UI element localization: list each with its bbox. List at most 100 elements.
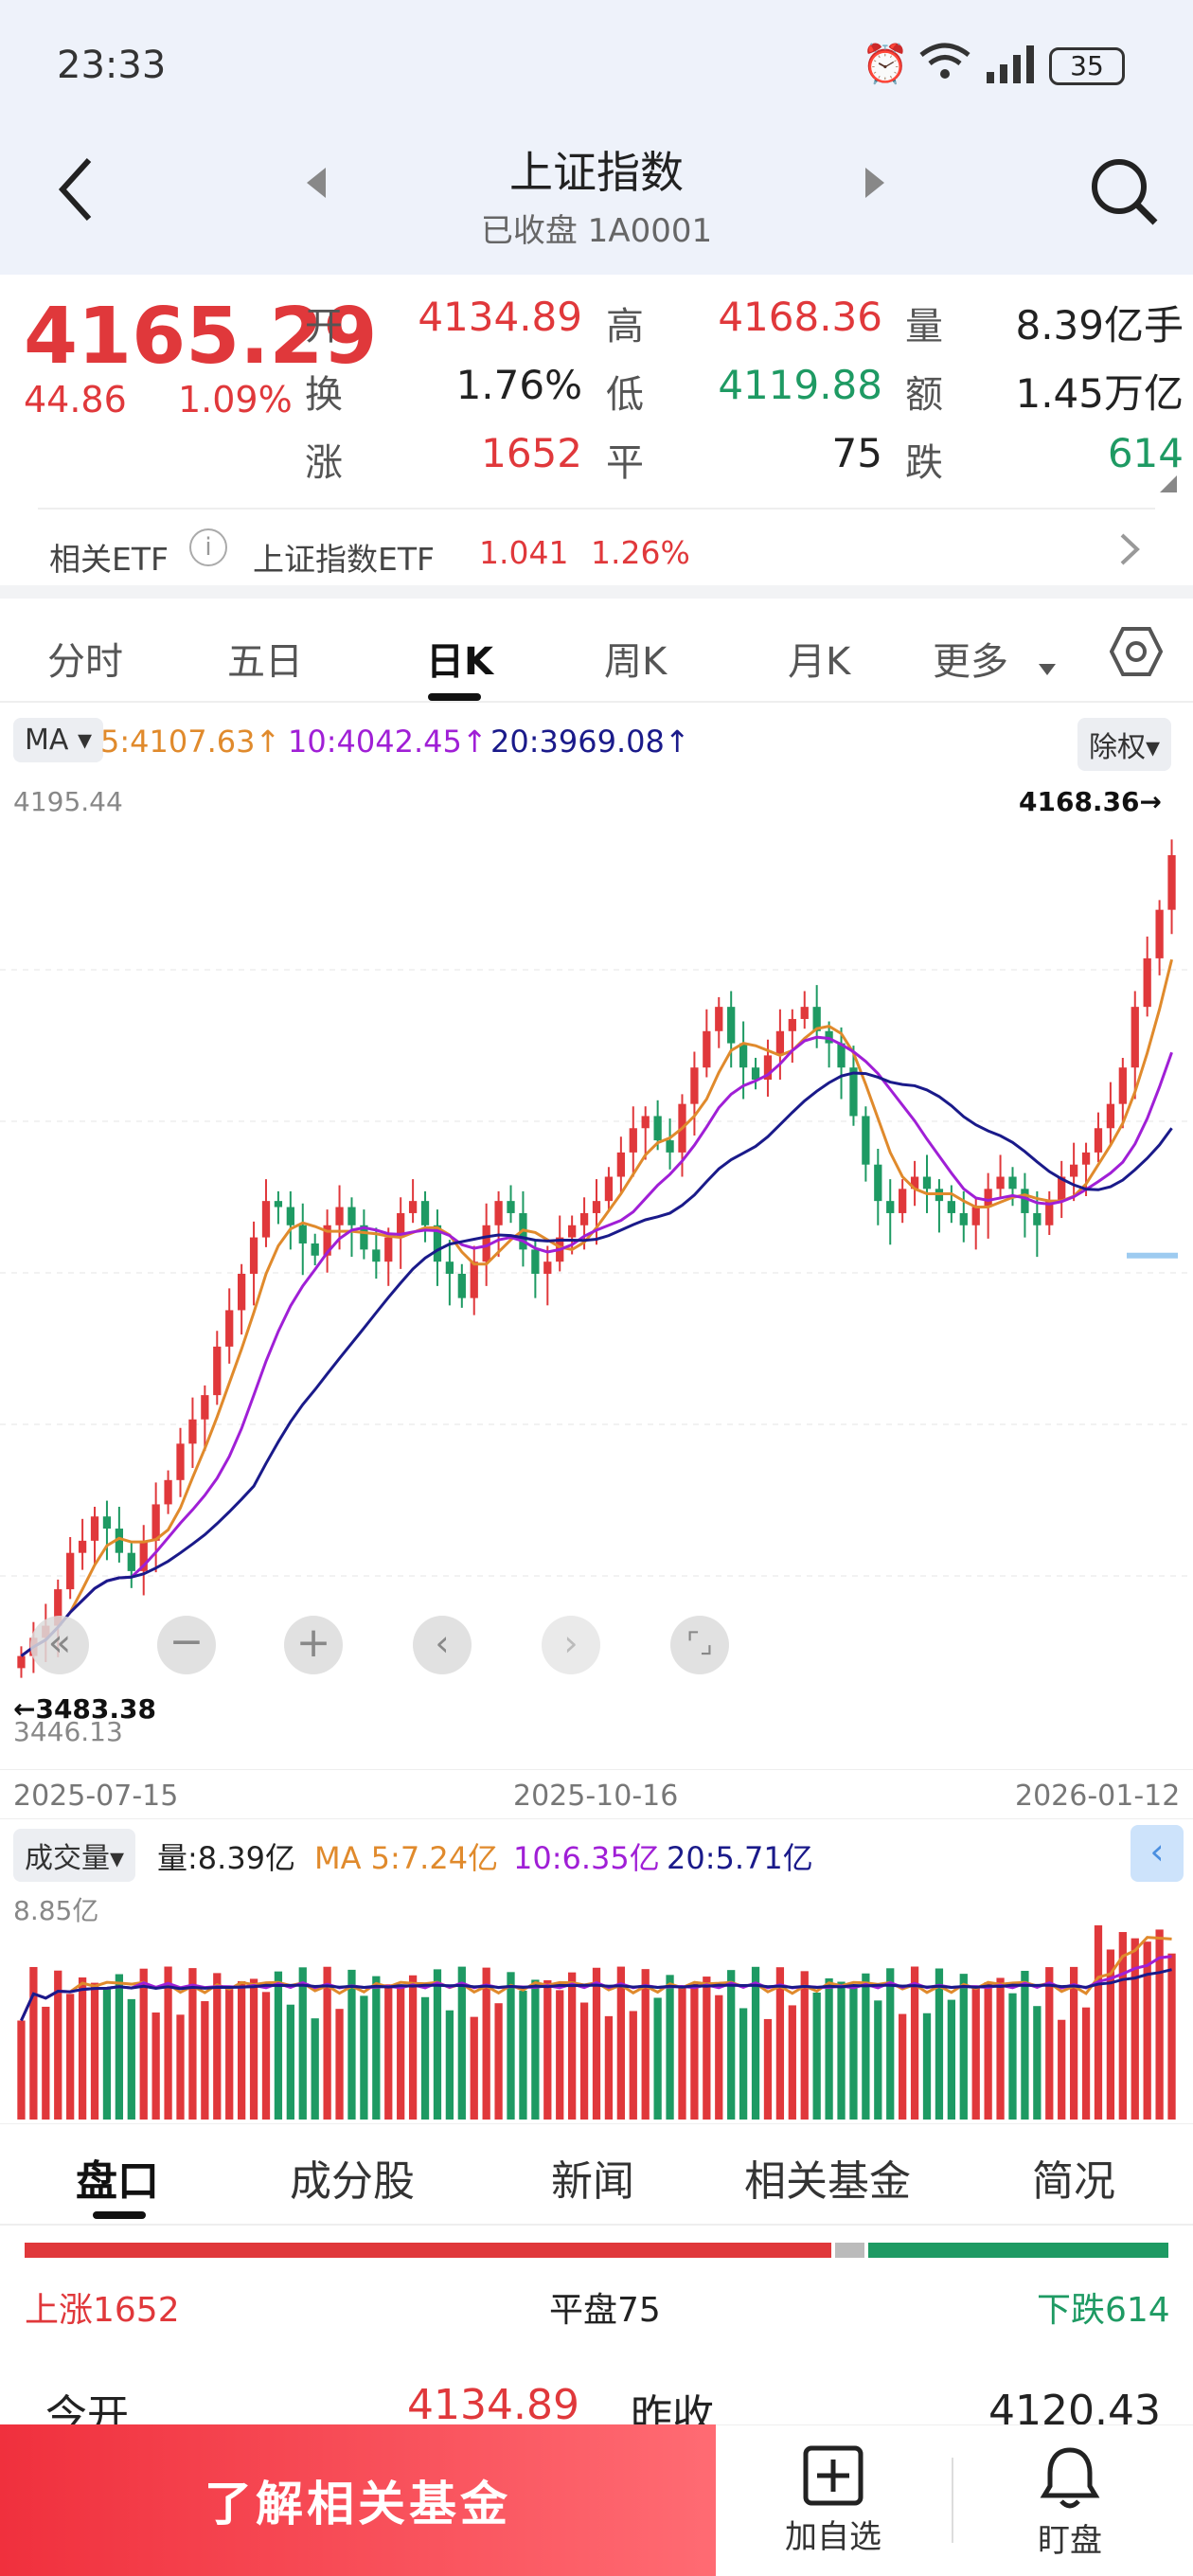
caret-down-icon xyxy=(1038,642,1057,686)
candle-body xyxy=(372,1249,381,1262)
tab-daily-k[interactable]: 日K xyxy=(426,640,493,684)
volume-bar xyxy=(899,2013,907,2120)
volume-bar xyxy=(568,1972,577,2120)
wifi-icon xyxy=(917,38,973,95)
candle-body xyxy=(1008,1176,1017,1190)
tab-constituents[interactable]: 成分股 xyxy=(290,2157,415,2206)
candle-body xyxy=(1058,1176,1066,1202)
volume-bar xyxy=(1155,1929,1164,2120)
volume-bar xyxy=(1021,1971,1029,2120)
quote-value: 1652 xyxy=(481,430,582,476)
quote-label: 跌 xyxy=(905,441,943,485)
candle-body xyxy=(666,1140,674,1153)
volume-bar xyxy=(531,1979,540,2120)
watch-button[interactable]: 盯盘 xyxy=(1004,2444,1136,2567)
prev-index-icon[interactable] xyxy=(305,166,328,204)
learn-funds-button[interactable]: 了解相关基金 xyxy=(0,2424,716,2576)
candle-body xyxy=(311,1243,319,1256)
candle-body xyxy=(788,1018,796,1031)
fullscreen-icon[interactable]: ⌜⌟ xyxy=(670,1616,729,1674)
pan-right-icon[interactable]: › xyxy=(542,1616,600,1674)
volume-bar xyxy=(470,2016,478,2120)
volume-selector-label: 成交量 xyxy=(25,1842,110,1875)
volume-bar xyxy=(384,1984,393,2120)
zoom-in-icon[interactable]: + xyxy=(284,1616,343,1674)
breadth-labels: 上涨1652 平盘75 下跌614 xyxy=(0,2282,1193,2330)
candle-body xyxy=(54,1589,62,1626)
volume-bar xyxy=(347,1969,356,2120)
section-tab-indicator xyxy=(93,2211,146,2219)
candle-body xyxy=(984,1189,992,1208)
tab-monthly-k[interactable]: 月K xyxy=(788,640,851,684)
volume-bar xyxy=(29,1966,38,2120)
chart-min-label: ←3483.38 xyxy=(13,1693,156,1725)
tab-order-book[interactable]: 盘口 xyxy=(76,2157,159,2206)
tab-overview[interactable]: 简况 xyxy=(1032,2157,1115,2206)
chart-max-label: 4168.36→ xyxy=(1019,786,1162,817)
candle-body xyxy=(837,1043,846,1068)
adjust-label: 除权 xyxy=(1089,731,1146,764)
candle-body xyxy=(17,1655,26,1669)
volume-bar xyxy=(874,2000,882,2120)
pan-left-icon[interactable]: ‹ xyxy=(413,1616,472,1674)
volume-value: 量:8.39亿 xyxy=(157,1840,296,1876)
volume-bar xyxy=(971,1987,980,2120)
settings-hex-icon[interactable] xyxy=(1109,625,1164,688)
candle-body xyxy=(800,1007,809,1019)
next-index-icon[interactable] xyxy=(864,166,886,204)
chart-controls: « − + ‹ › ⌜⌟ xyxy=(19,1614,966,1680)
adjust-selector[interactable]: 除权▾ xyxy=(1077,718,1172,771)
volume-bar xyxy=(445,2010,454,2120)
volume-bar xyxy=(1094,1924,1103,2120)
last-price: 4165.29 xyxy=(24,292,378,382)
volume-bar xyxy=(678,1986,686,2120)
expand-corner-icon[interactable] xyxy=(1160,475,1177,492)
zoom-out-icon[interactable]: − xyxy=(157,1616,216,1674)
candle-body xyxy=(408,1201,418,1213)
rewind-icon[interactable]: « xyxy=(30,1616,89,1674)
candle-body xyxy=(225,1310,234,1347)
volume-bar xyxy=(592,1967,601,2120)
collapse-panel-icon[interactable]: ‹ xyxy=(1131,1825,1184,1882)
candle-body xyxy=(507,1201,515,1213)
candle-body xyxy=(739,1043,748,1068)
candle-body xyxy=(568,1225,577,1238)
ma-selector[interactable]: MA ▾ xyxy=(13,718,104,762)
volume-bar xyxy=(335,2009,344,2120)
volume-bar xyxy=(1008,1993,1017,2120)
etf-row[interactable]: 相关ETF i 上证指数ETF 1.041 1.26% xyxy=(49,528,1166,581)
bottom-divider xyxy=(952,2458,953,2543)
candle-body xyxy=(397,1212,405,1238)
volume-selector[interactable]: 成交量▾ xyxy=(13,1829,136,1882)
volume-bar xyxy=(433,1969,442,2120)
tab-news[interactable]: 新闻 xyxy=(551,2157,634,2206)
ma20-value: 20:3969.08↑ xyxy=(490,724,690,760)
tab-five-day[interactable]: 五日 xyxy=(227,640,303,684)
tab-intraday[interactable]: 分时 xyxy=(47,640,123,684)
k-chart[interactable]: 4195.44 4168.36→ 3446.13 ←3483.38 « − + … xyxy=(0,780,1193,1765)
search-icon[interactable] xyxy=(1089,156,1159,230)
back-icon[interactable] xyxy=(57,156,95,226)
volume-bar xyxy=(604,2015,614,2120)
tab-more[interactable]: 更多 xyxy=(933,640,1008,684)
quote-value: 1.76% xyxy=(455,362,582,408)
volume-bar xyxy=(176,2014,185,2120)
candle-body xyxy=(1106,1103,1115,1129)
breadth-up-segment xyxy=(25,2243,831,2258)
volume-bar xyxy=(812,1992,821,2120)
info-icon[interactable]: i xyxy=(189,528,227,566)
candle-body xyxy=(616,1152,625,1177)
volume-chart[interactable]: 8.85亿 xyxy=(0,1885,1193,2121)
date-axis: 2025-07-15 2025-10-16 2026-01-12 xyxy=(0,1769,1193,1816)
candle-body xyxy=(164,1479,172,1505)
candle-body xyxy=(910,1176,919,1190)
tab-weekly-k[interactable]: 周K xyxy=(604,640,668,684)
candle-body xyxy=(115,1529,124,1553)
chevron-right-icon xyxy=(1119,532,1140,570)
volume-bar xyxy=(862,1973,870,2120)
volume-bar xyxy=(372,1976,381,2120)
tab-related-funds[interactable]: 相关基金 xyxy=(744,2157,911,2206)
add-watchlist-button[interactable]: 加自选 xyxy=(757,2444,909,2567)
price-change: 44.86 xyxy=(24,379,127,420)
volume-bar xyxy=(494,2003,503,2120)
